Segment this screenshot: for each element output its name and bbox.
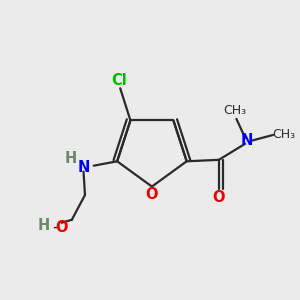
Text: O: O [146,187,158,202]
Text: Cl: Cl [111,73,127,88]
Text: H: H [38,218,50,233]
Text: N: N [77,160,90,175]
Text: H: H [65,151,77,166]
Text: CH₃: CH₃ [224,104,247,117]
Text: O: O [55,220,68,235]
Text: N: N [240,133,253,148]
Text: O: O [213,190,225,205]
Text: -: - [52,218,58,236]
Text: CH₃: CH₃ [272,128,296,142]
